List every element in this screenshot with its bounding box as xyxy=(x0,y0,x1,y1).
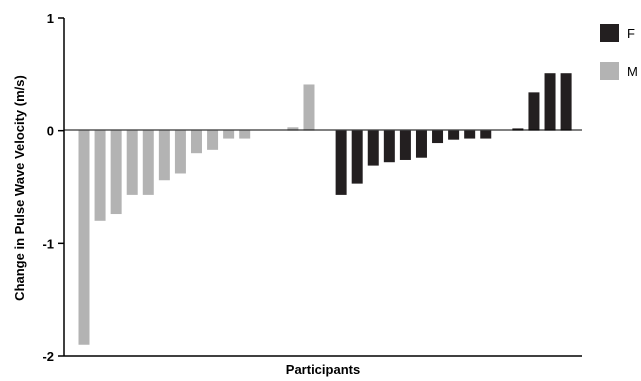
bar-M-11 xyxy=(239,130,251,139)
bar-M-1 xyxy=(78,130,90,345)
bar-M-14 xyxy=(287,127,299,131)
y-tick-label: -2 xyxy=(42,349,54,364)
bar-M-15 xyxy=(303,84,315,131)
bar-M-8 xyxy=(190,130,202,154)
bar-M-5 xyxy=(142,130,154,195)
bar-F-21 xyxy=(399,130,411,160)
legend-label-F: F xyxy=(627,26,635,41)
bar-F-29 xyxy=(528,92,540,131)
bar-M-4 xyxy=(126,130,138,195)
bar-M-2 xyxy=(94,130,106,221)
bar-M-7 xyxy=(174,130,186,174)
legend: FM xyxy=(600,24,638,80)
y-axis-title: Change in Pulse Wave Velocity (m/s) xyxy=(12,75,27,301)
x-axis-title: Participants xyxy=(286,362,360,377)
bar-F-31 xyxy=(560,73,572,131)
bar-F-20 xyxy=(383,130,395,163)
bar-F-19 xyxy=(367,130,379,166)
bar-F-26 xyxy=(480,130,492,139)
y-tick-label: 0 xyxy=(47,124,54,139)
bar-F-30 xyxy=(544,73,556,131)
bar-M-9 xyxy=(207,130,219,150)
bar-F-24 xyxy=(448,130,460,140)
legend-swatch-M xyxy=(600,62,619,80)
y-ticks-group: 1 0 -1 -2 xyxy=(42,11,64,364)
bar-F-22 xyxy=(415,130,427,158)
bar-M-10 xyxy=(223,130,235,139)
bar-F-23 xyxy=(432,130,444,144)
legend-swatch-F xyxy=(600,24,619,42)
legend-label-M: M xyxy=(627,64,638,79)
bar-M-6 xyxy=(158,130,170,181)
bars-group xyxy=(78,73,572,345)
bar-M-3 xyxy=(110,130,122,215)
y-tick-label: -1 xyxy=(42,236,54,251)
bar-F-18 xyxy=(351,130,363,184)
bar-F-17 xyxy=(335,130,347,195)
y-tick-label: 1 xyxy=(47,11,54,26)
bar-F-25 xyxy=(464,130,476,139)
